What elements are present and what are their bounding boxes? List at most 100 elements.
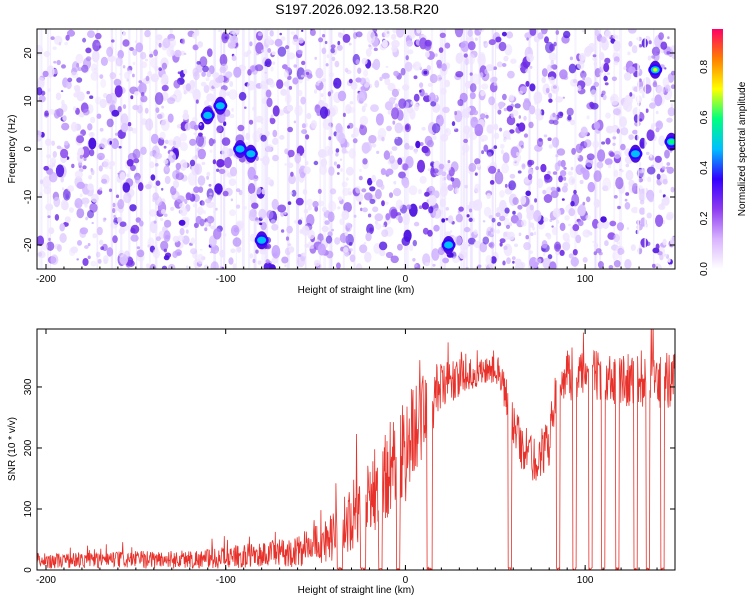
- spectrogram-cell: [550, 64, 555, 69]
- spectrogram-cell: [348, 42, 352, 46]
- spectrogram-cell: [532, 226, 535, 231]
- snr-series-line: [37, 329, 675, 570]
- spectrogram-cell: [89, 95, 94, 99]
- spectrogram-cell: [136, 246, 141, 250]
- spectrogram-cell: [460, 243, 468, 252]
- spectrogram-cell: [288, 155, 292, 158]
- spectrogram-cell: [331, 56, 336, 62]
- spectrogram-cell: [130, 95, 134, 100]
- spectrogram-cell: [137, 104, 143, 114]
- spectrogram-cell: [88, 137, 97, 150]
- spectrogram-cell: [624, 94, 633, 106]
- spectrogram-cell: [223, 121, 227, 126]
- spectrogram-cell: [193, 186, 200, 193]
- spectrogram-cell: [359, 244, 368, 254]
- spectrogram-cell: [92, 39, 101, 52]
- spectrogram-cell: [74, 198, 83, 209]
- spectrogram-cell: [215, 207, 218, 211]
- spectrogram-cell: [251, 202, 259, 209]
- spectrogram-cell: [401, 236, 411, 246]
- spectrogram-cell: [482, 220, 486, 223]
- spectrogram-cell: [297, 254, 302, 257]
- spectrogram-cell: [245, 142, 249, 147]
- spectrogram-cell: [364, 251, 372, 263]
- spectrogram-cell: [559, 111, 564, 117]
- spectrogram-cell: [461, 109, 470, 119]
- spectrogram-streak: [574, 29, 577, 269]
- spectrogram-cell: [45, 203, 54, 211]
- spectrogram-cell: [390, 107, 400, 120]
- spectrogram-cell: [260, 121, 264, 125]
- spectrogram-cell: [85, 216, 88, 221]
- spectrogram-cell: [192, 44, 199, 51]
- spectrogram-cell: [412, 258, 416, 262]
- spectrogram-cell: [155, 236, 161, 242]
- spectrogram-cell: [609, 220, 617, 227]
- spectrogram-cell: [585, 214, 591, 221]
- spectrogram-cell: [424, 135, 433, 146]
- spectrogram-cell: [586, 196, 591, 203]
- spectrogram-cell: [293, 64, 298, 68]
- spectrogram-cell: [132, 148, 141, 160]
- spectrogram-cell: [602, 94, 607, 101]
- spectrogram-cell: [179, 159, 188, 171]
- spectrogram-cell: [526, 212, 535, 220]
- spectrogram-cell: [504, 207, 510, 214]
- spectrogram-cell: [645, 241, 651, 247]
- spectrogram-cell: [272, 137, 279, 145]
- spectrogram-cell: [265, 89, 272, 98]
- spectrogram-cell: [317, 200, 325, 207]
- spectrogram-cell: [249, 253, 254, 259]
- spectrogram-cell: [287, 162, 294, 169]
- spectrogram-cell: [389, 150, 393, 155]
- spectrogram-cell: [424, 39, 432, 47]
- spectrogram-cell: [216, 125, 223, 133]
- spectrogram-cell: [174, 49, 182, 58]
- spectrogram-cell: [150, 73, 159, 83]
- spectrogram-cell: [360, 207, 363, 212]
- spectrogram-cell: [208, 138, 214, 147]
- spectrogram-cell: [486, 124, 494, 134]
- spectrogram-cell: [552, 208, 561, 218]
- spectrogram-cell: [464, 184, 468, 189]
- spectrogram-cell: [169, 29, 173, 34]
- spectrogram-cell: [147, 71, 153, 77]
- spectrogram-cell: [223, 233, 227, 237]
- spectrogram-cell: [488, 262, 495, 269]
- spectrogram-cell: [99, 127, 104, 132]
- spectrogram-cell: [499, 190, 505, 198]
- spectrogram-cell: [623, 66, 627, 71]
- spectrogram-cell: [474, 172, 478, 176]
- spectrogram-cell: [64, 41, 68, 46]
- spectrogram-cell: [562, 241, 571, 251]
- spectrogram-cell: [458, 206, 464, 212]
- spectrogram-cell: [62, 115, 67, 121]
- spectrogram-cell: [257, 32, 263, 37]
- spectrogram-cell: [495, 212, 501, 218]
- spectrogram-cell: [343, 202, 352, 213]
- spectrogram-cell: [83, 157, 87, 161]
- spectrogram-cell: [218, 168, 226, 175]
- spectrogram-cell: [43, 51, 51, 58]
- spectrogram-cell: [328, 166, 335, 176]
- spectrogram-cell: [613, 56, 620, 63]
- spectrogram-cell: [179, 202, 185, 209]
- spectrogram-cell: [213, 210, 216, 214]
- spectrogram-cell: [152, 248, 161, 259]
- spectrogram-cell: [527, 159, 535, 166]
- spectrogram-cell: [247, 80, 256, 91]
- spectrogram-cell: [155, 163, 159, 167]
- spectrogram-cell: [172, 250, 178, 259]
- spectrogram-cell: [502, 130, 511, 140]
- spectrogram-cell: [499, 242, 503, 247]
- spectrogram-cell: [493, 132, 500, 140]
- spectrogram-cell: [534, 198, 538, 203]
- spectrogram-cell: [115, 194, 120, 199]
- spectrogram-cell: [499, 238, 506, 244]
- spectrogram-cell: [52, 151, 57, 158]
- spectrogram-cell: [168, 38, 177, 48]
- spectrogram-cell: [667, 36, 670, 40]
- spectrogram-cell: [192, 32, 197, 39]
- spectrogram-cell: [182, 84, 187, 91]
